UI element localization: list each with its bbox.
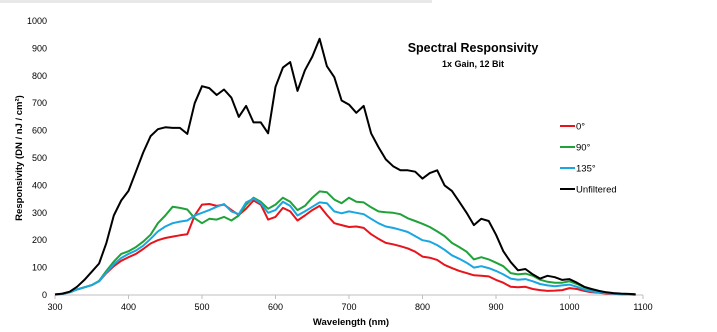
axes: 0 100 200 300 400 500 600 700 800 900 1000 300 400 50…: [27, 16, 653, 312]
y-tick-label: 1000: [27, 16, 47, 26]
series-line-2: [54, 197, 636, 296]
y-tick-label: 500: [32, 153, 47, 163]
x-tick-label: 700: [341, 302, 356, 312]
y-tick-label: 800: [32, 71, 47, 81]
legend-label: 0°: [576, 122, 585, 133]
x-tick-label: 1000: [559, 302, 579, 312]
x-tick-label: 800: [415, 302, 430, 312]
y-tick-label: 300: [32, 208, 47, 218]
x-axis-title: Wavelength (nm): [313, 317, 389, 327]
y-tick-label: 0: [42, 290, 47, 300]
y-tick-label: 100: [32, 263, 47, 273]
y-tick-label: 900: [32, 43, 47, 53]
legend-label: 90°: [576, 143, 591, 154]
x-tick-label: 900: [488, 302, 503, 312]
series-line-0: [54, 199, 636, 296]
legend-label: 135°: [576, 164, 596, 175]
chart-subtitle: 1x Gain, 12 Bit: [442, 59, 504, 69]
legend-label: Unfiltered: [576, 185, 617, 196]
top-strip: [0, 0, 432, 3]
legend: 0° 90° 135° Unfiltered: [560, 122, 617, 196]
x-tick-label: 500: [194, 302, 209, 312]
y-tick-label: 200: [32, 235, 47, 245]
x-tick-label: 1100: [633, 302, 652, 312]
y-axis-title: Responsivity (DN / nJ / cm²): [14, 95, 25, 221]
series-line-1: [54, 190, 636, 296]
x-tick-label: 300: [47, 302, 62, 312]
series-line-3: [54, 37, 636, 296]
x-tick-label: 600: [268, 302, 283, 312]
y-tick-label: 400: [32, 180, 47, 190]
y-tick-label: 600: [32, 126, 47, 136]
series-lines: [54, 37, 636, 296]
y-tick-label: 700: [32, 98, 47, 108]
chart-title: Spectral Responsivity: [408, 41, 539, 55]
x-tick-label: 400: [121, 302, 136, 312]
